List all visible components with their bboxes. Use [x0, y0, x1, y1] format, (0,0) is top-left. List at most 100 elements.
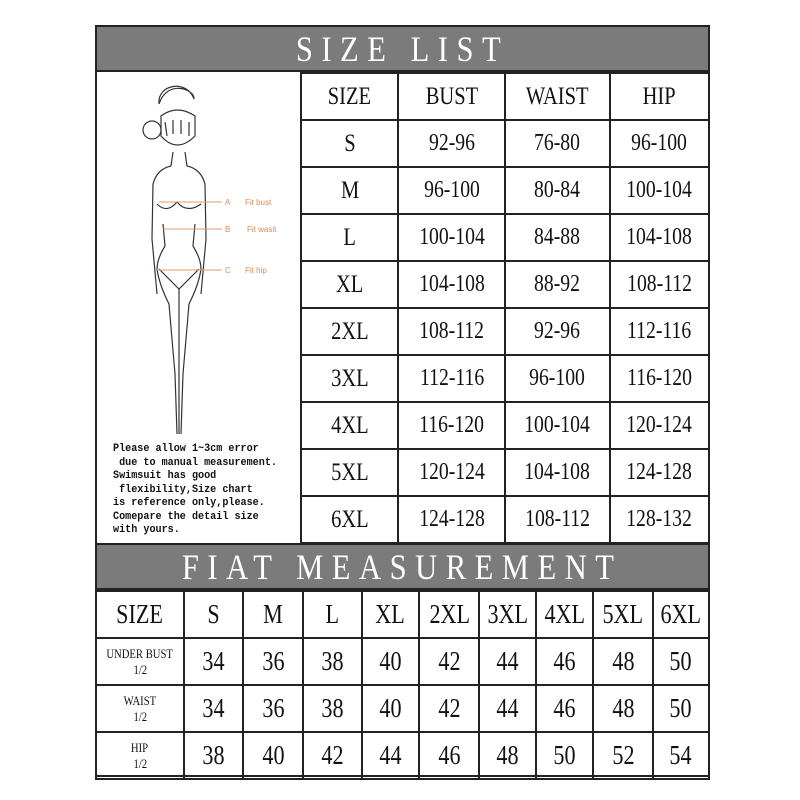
size-cell: S — [299, 119, 400, 168]
measurement-cell: 92-96 — [397, 119, 506, 168]
column-header: HIP — [608, 72, 711, 121]
measurement-cell: 36 — [242, 684, 304, 733]
measurement-cell-text: 104-108 — [524, 459, 591, 485]
column-header-text: SIZE — [328, 82, 372, 110]
measurement-cell-text: 96-100 — [631, 130, 688, 156]
column-header: WAIST — [503, 72, 611, 121]
size-cell-text: XL — [336, 270, 364, 298]
marker-c: C — [225, 266, 231, 275]
measurement-cell-text: 46 — [553, 646, 576, 676]
column-header-text: HIP — [642, 82, 676, 110]
measurement-cell: 38 — [182, 731, 245, 780]
measurement-cell: 88-92 — [503, 260, 611, 309]
column-header-text: L — [325, 599, 340, 629]
measurement-cell: 112-116 — [397, 354, 506, 403]
flat-measurement-title-bar: FIAT MEASUREMENT — [95, 543, 710, 590]
column-header-text: M — [263, 599, 283, 629]
column-header-text: 2XL — [428, 599, 470, 629]
measurement-cell-text: 54 — [669, 740, 693, 770]
measurement-cell: 92-96 — [503, 307, 611, 356]
column-header: 5XL — [592, 590, 654, 639]
column-header: SIZE — [299, 72, 400, 121]
size-list-title-bar: SIZE LIST — [95, 25, 710, 72]
measurement-cell: 42 — [301, 731, 363, 780]
measurement-cell-text: 120-124 — [626, 412, 693, 438]
row-label-text: HIP — [131, 739, 149, 755]
table-row: 4XL 116-120 100-104 120-124 — [299, 401, 711, 450]
size-cell-text: 2XL — [330, 317, 369, 345]
measurement-cell-text: 34 — [202, 693, 225, 723]
size-cell: XL — [299, 260, 400, 309]
measurement-cell-text: 84-88 — [534, 224, 581, 250]
measurement-cell: 50 — [535, 731, 595, 780]
size-cell-text: S — [344, 129, 356, 157]
row-label: UNDER BUST 1/2 — [95, 637, 185, 686]
measurement-cell-text: 112-116 — [419, 365, 484, 391]
measurement-cell-text: 124-128 — [418, 506, 485, 532]
measurement-cell: 46 — [535, 637, 595, 686]
measurement-cell: 108-112 — [608, 260, 711, 309]
measurement-cell: 34 — [182, 684, 245, 733]
marker-a: A — [225, 198, 231, 207]
measurement-cell: 50 — [651, 684, 711, 733]
measurement-cell: 48 — [592, 684, 654, 733]
measurement-cell-text: 48 — [496, 740, 519, 770]
measurement-cell: 76-80 — [503, 119, 611, 168]
measurement-cell: 40 — [360, 684, 421, 733]
column-header: 6XL — [651, 590, 711, 639]
measurement-cell-text: 100-104 — [524, 412, 591, 438]
measurement-cell-text: 100-104 — [418, 224, 485, 250]
column-header: L — [301, 590, 363, 639]
measurement-cell-text: 128-132 — [626, 506, 693, 532]
measurement-cell: 46 — [418, 731, 481, 780]
measurement-cell-text: 50 — [669, 646, 693, 676]
measurement-cell-text: 104-108 — [626, 224, 693, 250]
measurement-cell: 80-84 — [503, 166, 611, 215]
measurement-cell: 42 — [418, 684, 481, 733]
row-label-sub: 1/2 — [133, 661, 147, 677]
flat-measurement-table: SIZE S M L XL 2XL 3XL 4XL 5XL 6XL UNDER BUST 1/2 34 3… — [95, 590, 711, 780]
header-row: SIZE S M L XL 2XL 3XL 4XL 5XL 6XL — [95, 590, 711, 639]
column-header-text: XL — [375, 599, 406, 629]
measurement-cell-text: 46 — [553, 693, 576, 723]
measurement-cell: 124-128 — [608, 448, 711, 497]
measurement-cell-text: 104-108 — [418, 271, 485, 297]
label-fit-bust: Fit bust — [245, 198, 272, 207]
row-label-sub: 1/2 — [133, 755, 147, 771]
table-row: 6XL 124-128 108-112 128-132 — [299, 495, 711, 544]
measurement-cell: 52 — [592, 731, 654, 780]
table-row: 3XL 112-116 96-100 116-120 — [299, 354, 711, 403]
column-header: BUST — [397, 72, 506, 121]
measurement-cell-text: 116-120 — [419, 412, 485, 438]
column-header-text: 4XL — [544, 599, 585, 629]
measurement-cell: 112-116 — [608, 307, 711, 356]
table-row: 2XL 108-112 92-96 112-116 — [299, 307, 711, 356]
measurement-cell: 34 — [182, 637, 245, 686]
flat-measurement-title: FIAT MEASUREMENT — [182, 546, 623, 587]
measurement-cell: 104-108 — [503, 448, 611, 497]
measurement-cell-text: 88-92 — [534, 271, 581, 297]
measurement-cell: 116-120 — [397, 401, 506, 450]
size-cell-text: L — [343, 223, 356, 251]
measurement-cell: 104-108 — [397, 260, 506, 309]
measurement-cell-text: 100-104 — [626, 177, 693, 203]
measurement-cell: 108-112 — [397, 307, 506, 356]
measurement-cell-text: 42 — [438, 646, 461, 676]
measurement-cell-text: 42 — [321, 740, 344, 770]
row-label: WAIST 1/2 — [95, 684, 185, 733]
measurement-cell: 84-88 — [503, 213, 611, 262]
measurement-cell: 42 — [418, 637, 481, 686]
measurement-cell: 124-128 — [397, 495, 506, 544]
measurement-cell: 44 — [360, 731, 421, 780]
measurement-cell: 44 — [478, 684, 538, 733]
measurement-cell: 96-100 — [397, 166, 506, 215]
column-header-text: 6XL — [660, 599, 702, 629]
size-list-title: SIZE LIST — [295, 28, 510, 69]
marker-b: B — [225, 225, 230, 234]
measurement-cell: 96-100 — [608, 119, 711, 168]
measurement-cell-text: 36 — [262, 646, 285, 676]
measurement-note: Please allow 1~3cm error due to manual m… — [113, 443, 277, 536]
measurement-cell: 120-124 — [608, 401, 711, 450]
measurement-cell-text: 124-128 — [626, 459, 693, 485]
measurement-cell: 40 — [242, 731, 304, 780]
